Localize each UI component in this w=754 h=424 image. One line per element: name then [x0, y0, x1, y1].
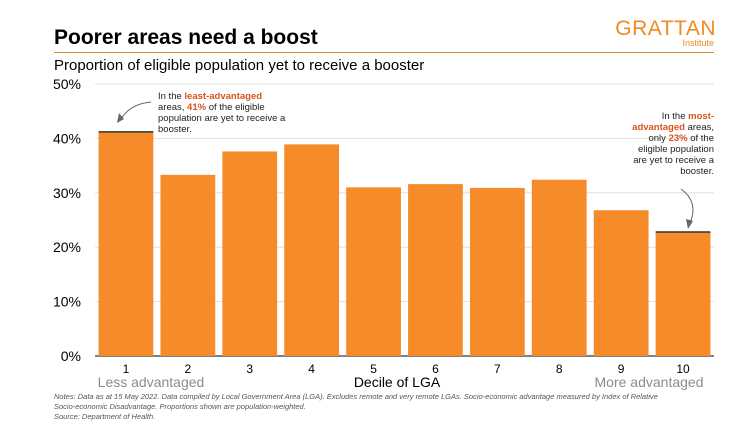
y-tick-label: 50% [53, 76, 81, 92]
x-tick-label: 2 [185, 362, 192, 376]
bar-decile-9 [593, 210, 649, 356]
bar-decile-4 [284, 144, 340, 356]
chart-title: Poorer areas need a boost [54, 26, 318, 49]
svg-text:In the most-: In the most- [662, 111, 714, 122]
ann-left-l3: population are yet to receive a [158, 113, 286, 124]
ann-left-l1-highlight: least-advantaged [184, 91, 262, 102]
ann-left-l2a: areas, [158, 102, 187, 113]
svg-text:advantaged areas,: advantaged areas, [632, 122, 714, 133]
bar-decile-2 [160, 174, 216, 356]
ann-right-l1: In the [662, 111, 688, 122]
bar-decile-1 [98, 131, 154, 356]
notes-line-3: Source: Department of Health. [54, 412, 156, 421]
annotation-arrow-left [120, 101, 152, 120]
ann-right-l3b: of the [688, 133, 714, 144]
y-tick-label: 30% [53, 185, 81, 201]
ann-right-l3-highlight: 23% [669, 133, 689, 144]
x-right-label: More advantaged [595, 374, 704, 390]
notes-line-2: Socio-economic Disadvantage. Proportions… [54, 402, 306, 411]
svg-text:In the least-advantaged: In the least-advantaged [158, 91, 262, 102]
ann-left-l2b: of the eligible [206, 102, 265, 113]
y-tick-label: 0% [61, 348, 81, 364]
y-tick-label: 20% [53, 239, 81, 255]
annotation-most-advantaged: In the most- advantaged areas, only 23% … [632, 111, 715, 177]
ann-left-l2-highlight: 41% [187, 102, 207, 113]
ann-right-l2b: areas, [685, 122, 714, 133]
bar-decile-8 [531, 179, 587, 356]
chart-notes: Notes: Data as at 15 May 2022. Data comp… [54, 392, 714, 422]
x-tick-label: 7 [494, 362, 501, 376]
ann-right-l3a: only [648, 133, 668, 144]
y-tick-label: 40% [53, 130, 81, 146]
logo-wordmark: GRATTAN [615, 17, 716, 40]
chart-subtitle: Proportion of eligible population yet to… [54, 57, 425, 74]
ann-right-l2-highlight: advantaged [632, 122, 685, 133]
annotation-arrowhead-left [117, 113, 124, 123]
ann-right-l1-highlight: most- [688, 111, 714, 122]
bar-decile-5 [346, 187, 401, 356]
svg-text:only 23% of the: only 23% of the [648, 133, 714, 144]
ann-right-l6: booster. [680, 166, 714, 177]
x-axis-label: Decile of LGA [354, 374, 441, 390]
x-tick-label: 1 [123, 362, 130, 376]
bar-decile-10 [655, 231, 711, 356]
ann-right-l5: are yet to receive a [633, 155, 715, 166]
x-tick-label: 4 [308, 362, 315, 376]
x-tick-label: 8 [556, 362, 563, 376]
x-left-label: Less advantaged [98, 374, 205, 390]
x-tick-label: 10 [676, 362, 690, 376]
bar-decile-7 [469, 187, 525, 356]
bars [98, 131, 711, 356]
ann-right-l4: eligible population [638, 144, 714, 155]
y-tick-label: 10% [53, 294, 81, 310]
annotation-arrowhead-right [686, 219, 693, 229]
x-tick-label: 5 [370, 362, 377, 376]
ann-left-l4: booster. [158, 124, 192, 135]
bar-decile-3 [222, 151, 278, 356]
annotation-least-advantaged: In the least-advantaged areas, 41% of th… [158, 91, 286, 135]
notes-line-1: Notes: Data as at 15 May 2022. Data comp… [54, 392, 658, 401]
x-tick-label: 3 [246, 362, 253, 376]
title-rule [54, 52, 714, 53]
logo-subtext: Institute [682, 38, 714, 48]
x-tick-label: 9 [618, 362, 625, 376]
svg-text:areas, 41% of the eligible: areas, 41% of the eligible [158, 102, 265, 113]
x-axis-ticks: 1 2 3 4 5 6 7 8 9 10 [123, 362, 690, 376]
grattan-logo: GRATTAN Institute [612, 18, 716, 48]
annotation-arrow-right [680, 188, 694, 224]
x-tick-label: 6 [432, 362, 439, 376]
bar-decile-6 [408, 184, 463, 356]
y-axis-ticks: 0% 10% 20% 30% 40% 50% [53, 76, 81, 364]
ann-left-l1: In the [158, 91, 184, 102]
